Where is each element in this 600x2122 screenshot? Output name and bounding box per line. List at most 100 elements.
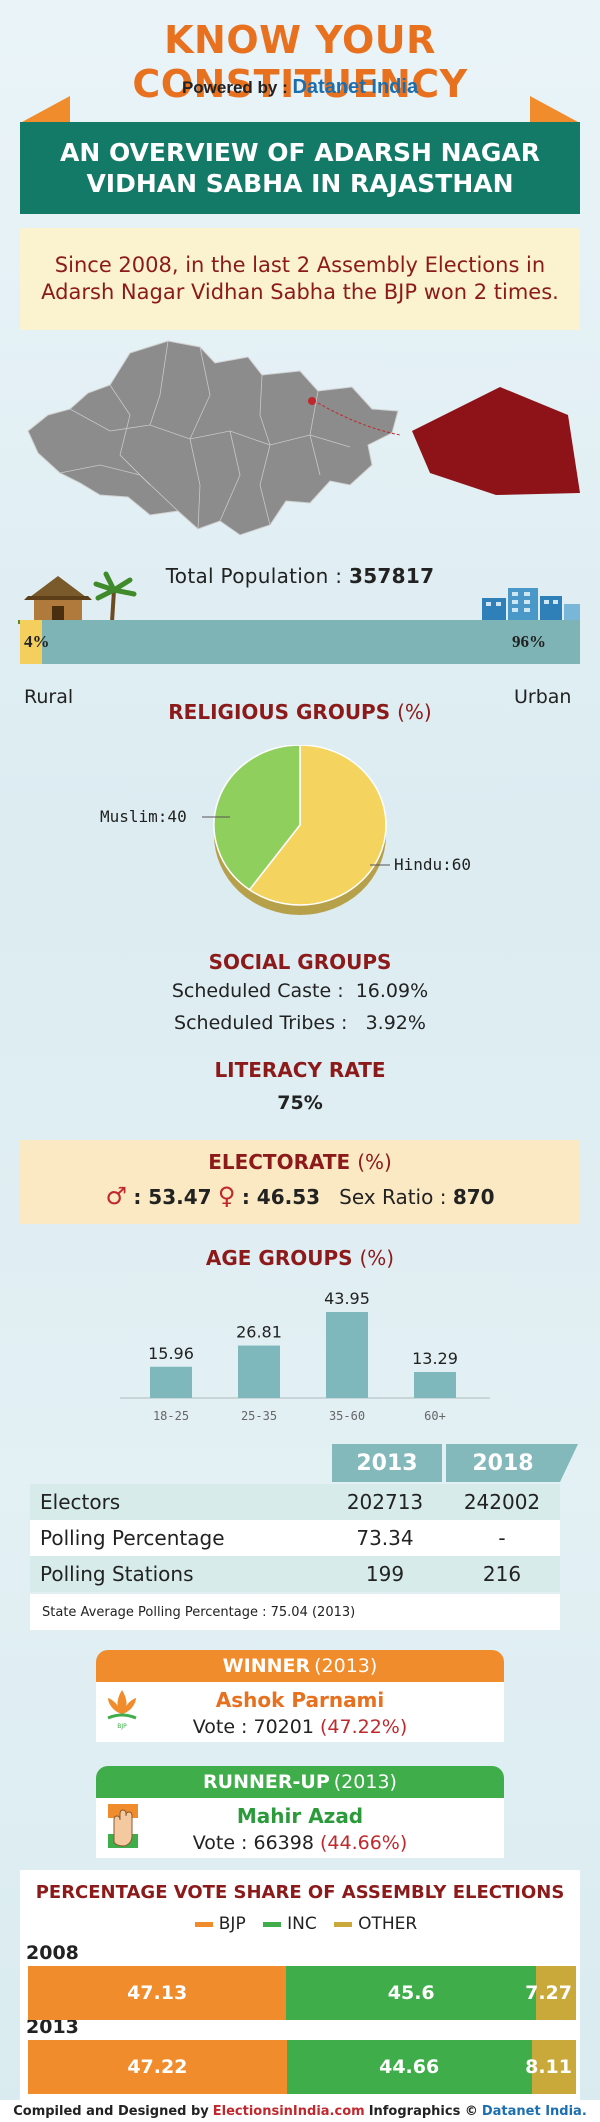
religious-title-unit: (%) [397,700,432,724]
vote-share-title: PERCENTAGE VOTE SHARE OF ASSEMBLY ELECTI… [35,1882,565,1903]
footer-brand: Datanet India. [481,2103,587,2119]
age-category-label: 35-60 [329,1409,365,1423]
electorate-box [20,1140,580,1224]
constituency-shape [412,387,580,495]
religious-pie-chart: Muslim:40 Hindu:60 [100,745,471,915]
runner-up-card [96,1798,504,1858]
winner-vote-percent: (47.22%) [319,1716,408,1738]
svg-text:BJP: BJP [117,1723,127,1730]
hindu-label: Hindu:60 [394,855,471,874]
legend-swatch-bjp [194,1921,213,1927]
runner-up-header: RUNNER-UP (2013) [96,1766,504,1798]
vote-bar-2008-inc: 45.6 [286,1966,537,2020]
electorate-title: ELECTORATE (%) [0,1150,600,1174]
urban-label: Urban [514,686,572,708]
vote-bar-2013-other: 8.11 [525,2040,576,2094]
rural-label: Rural [24,686,74,708]
religious-groups-title: RELIGIOUS GROUPS (%) [0,700,600,724]
population-bar [20,620,580,664]
vote-bar-2013-bjp: 47.22 [28,2040,287,2094]
legend-inc: INC [287,1914,317,1934]
age-category-label: 18-25 [153,1409,189,1423]
row-label: Polling Percentage [40,1526,225,1550]
winner-card [96,1682,504,1742]
banner-line-2: VIDHAN SABHA IN RAJASTHAN [86,169,514,198]
social-groups-title: SOCIAL GROUPS [208,950,392,974]
row-value-2018: - [498,1526,506,1550]
main-title: KNOW YOUR CONSTITUENCY [132,18,468,106]
winner-head-text: WINNER [222,1655,311,1677]
summary-box: Since 2008, in the last 2 Assembly Elect… [20,228,580,330]
powered-prefix: Powered by : [181,78,288,97]
scheduled-caste: Scheduled Caste : 16.09% [171,980,429,1002]
footer: Compiled and Designed by ElectionsinIndi… [0,2100,600,2122]
pie-slice-hindu [248,745,387,906]
age-category-label: 60+ [424,1409,446,1423]
age-bar-18-25 [150,1366,192,1398]
buildings-icon [482,588,580,622]
row-value-2018: 216 [482,1562,522,1586]
runner-head-text: RUNNER-UP [203,1771,330,1793]
bjp-lotus-icon: BJP [104,1686,140,1730]
district-lines [59,340,351,530]
constituency-marker [308,397,316,405]
legend-other: OTHER [358,1914,418,1934]
state-average-note: State Average Polling Percentage : 75.04… [30,1594,560,1630]
table-header-tail [560,1444,578,1482]
age-value-label: 43.95 [324,1289,370,1308]
age-value-label: 13.29 [412,1349,458,1368]
vote-bar-2013-inc: 44.66 [286,2040,532,2094]
literacy-title: LITERACY RATE [214,1058,386,1082]
age-groups-title: AGE GROUPS (%) [0,1246,600,1270]
electorate-row: ♂ : 53.47 ♀ : 46.53 Sex Ratio : 870 [0,1182,600,1210]
age-bar-35-60 [326,1312,368,1398]
table-header-2018: 2018 [446,1444,560,1482]
age-title-text: AGE GROUPS [205,1246,353,1270]
table-row: Electors 202713 242002 [30,1484,560,1520]
winner-vote: Vote : 70201 (47.22%) [96,1716,504,1738]
table-header-2013: 2013 [332,1444,442,1482]
vote-share-year-2008: 2008 [26,1942,79,1964]
electorate-title-unit: (%) [357,1150,392,1174]
age-value-label: 15.96 [148,1344,194,1363]
male-icon: ♂ [105,1182,127,1210]
urban-percent: 96% [512,632,546,651]
age-bar-60+ [414,1371,456,1398]
title-banner: AN OVERVIEW OF ADARSH NAGAR VIDHAN SABHA… [20,122,580,214]
row-value-2018: 242002 [463,1490,541,1514]
scheduled-tribes: Scheduled Tribes : 3.92% [174,1012,426,1034]
legend-bjp: BJP [218,1914,246,1934]
electorate-title-text: ELECTORATE [208,1150,351,1174]
summary-text: Since 2008, in the last 2 Assembly Elect… [41,252,559,304]
winner-vote-count: Vote : 70201 [192,1716,314,1738]
powered-by: Powered by : Datanet India [0,76,600,99]
inc-hand-icon [104,1802,142,1852]
sex-ratio-label: Sex Ratio : [339,1185,447,1209]
footer-site: ElectionsinIndia.com [212,2103,365,2119]
age-bars: 15.96 18-25 26.81 25-35 43.95 35-60 13.29 60+ [148,1289,458,1423]
population-label: Total Population : [165,564,343,588]
footer-mid: Infographics © [368,2103,478,2119]
literacy-value: 75% [277,1092,323,1114]
male-percent: : 53.47 [133,1185,212,1209]
rural-percent: 4% [24,632,50,651]
pie-group [213,745,387,915]
table-row: Polling Stations 199 216 [30,1556,560,1592]
vote-share-legend: BJP INC OTHER [0,1914,600,1934]
vote-share-year-2013: 2013 [26,2016,79,2038]
vote-bar-2008-other: 7.27 [525,1966,576,2020]
pointer-line [317,402,401,436]
sex-ratio-value: 870 [452,1185,495,1209]
runner-vote-percent: (44.66%) [319,1832,408,1854]
population-rural-fill [20,620,43,664]
age-category-label: 25-35 [241,1409,277,1423]
female-percent: : 46.53 [241,1185,321,1209]
age-title-unit: (%) [359,1246,395,1270]
age-bar-25-35 [238,1345,280,1398]
row-value-2013: 73.34 [356,1526,414,1550]
muslim-label: Muslim:40 [100,807,187,826]
winner-header: WINNER (2013) [96,1650,504,1682]
pie-slice-muslim [213,745,301,891]
winner-head-year: (2013) [314,1655,378,1677]
runner-up-vote: Vote : 66398 (44.66%) [96,1832,504,1854]
